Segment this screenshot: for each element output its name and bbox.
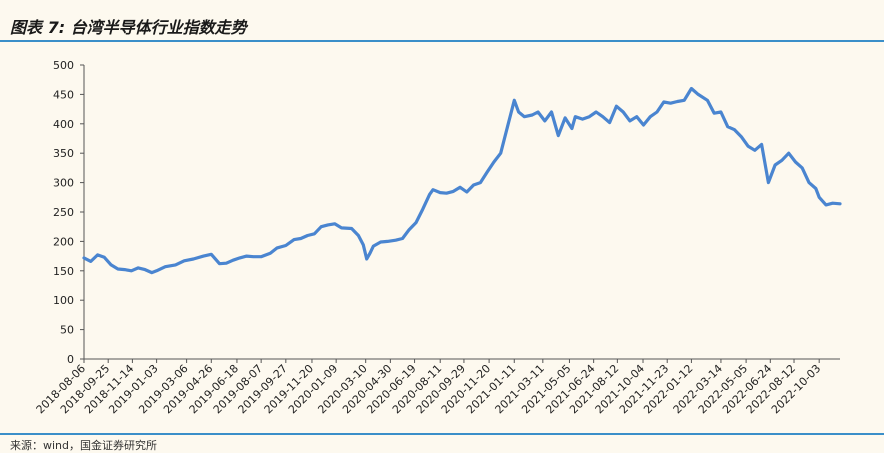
bottom-rule	[0, 433, 884, 435]
y-tick-label: 500	[53, 59, 74, 72]
y-tick-label: 250	[53, 206, 74, 219]
index-line	[82, 86, 842, 275]
y-tick-label: 350	[53, 147, 74, 160]
y-tick-label: 200	[53, 235, 74, 248]
y-tick-label: 150	[53, 265, 74, 278]
y-tick-label: 400	[53, 118, 74, 131]
y-tick-label: 0	[67, 353, 74, 366]
y-tick-label: 300	[53, 177, 74, 190]
y-tick-label: 450	[53, 88, 74, 101]
y-tick-label: 50	[60, 324, 74, 337]
y-tick-label: 100	[53, 294, 74, 307]
x-axis: 2018-08-062018-09-252018-11-142019-01-03…	[34, 358, 840, 416]
series-group	[82, 86, 842, 275]
top-rule	[0, 40, 884, 42]
y-axis: 0 50 100 150 200 250 300 350 400 450 500	[53, 59, 85, 366]
chart-title: 图表 7: 台湾半导体行业指数走势	[10, 18, 247, 37]
source-note: 来源：wind，国金证券研究所	[10, 439, 158, 452]
